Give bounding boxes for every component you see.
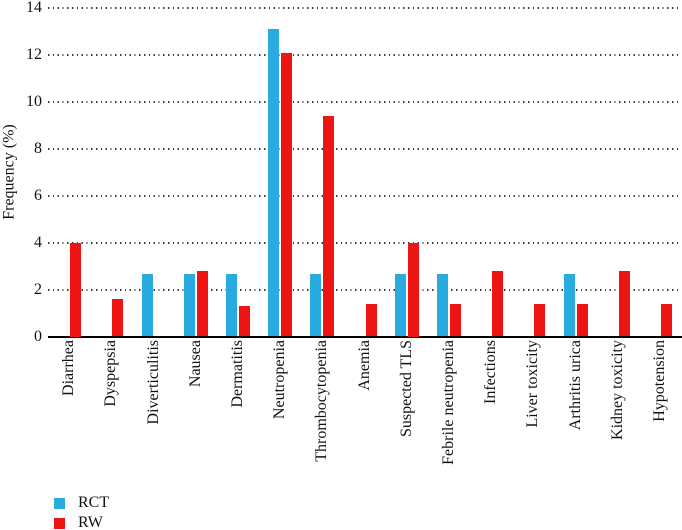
x-tick-label-anemia: Anemia [355,340,373,391]
bar-rw-neutropenia [281,52,293,337]
bar-rw-suspected-tls [407,243,419,337]
bar-rw-liver-toxicity [534,304,546,337]
bar-rw-infections [492,271,504,337]
legend-label-rct: RCT [78,494,110,511]
bar-rw-hypotension [660,304,672,337]
bar-rct-suspected-tls [394,273,406,337]
y-tick-label-14: 14 [26,0,42,16]
x-tick-label-diarrhea: Diarrhea [60,340,78,396]
gridline-y-4 [48,242,681,244]
legend-swatch-rw [54,517,65,529]
legend-swatch-rct [54,497,65,509]
x-tick-label-dermatitis: Dermatitis [228,340,246,408]
bar-rct-diverticulitis [141,273,153,337]
bar-rct-arthritis-urica [563,273,575,337]
legend: RCT RW [54,493,109,530]
legend-item-rct: RCT [54,493,109,513]
x-tick-label-neutropenia: Neutropenia [271,340,289,420]
bar-rct-febrile-neutropenia [436,273,448,337]
gridline-y-14 [48,7,681,9]
gridline-y-2 [48,289,681,291]
bar-rw-kidney-toxicity [618,271,630,337]
legend-item-rw: RW [54,513,109,530]
x-tick-label-infections: Infections [482,340,500,404]
bar-rw-thrombocytopenia [323,116,335,337]
x-tick-label-febrile-neutropenia: Febrile neutropenia [439,340,457,465]
y-tick-label-12: 12 [26,46,42,63]
bar-rw-arthritis-urica [576,304,588,337]
y-tick-label-10: 10 [26,93,42,110]
x-tick-label-hypotension: Hypotension [650,340,668,422]
x-tick-label-diverticulitis: Diverticulitis [144,340,162,425]
x-axis-line [48,336,682,338]
bar-rw-dermatitis [238,306,250,337]
y-tick-label-4: 4 [34,234,42,251]
y-tick-label-8: 8 [34,140,42,157]
legend-label-rw: RW [78,514,103,530]
bar-rct-dermatitis [225,273,237,337]
bar-rw-nausea [196,271,208,337]
x-tick-label-kidney-toxicity: Kidney toxicity [608,340,626,440]
y-tick-label-2: 2 [34,281,42,298]
gridline-y-10 [48,101,681,103]
bar-rct-thrombocytopenia [310,273,322,337]
y-tick-label-6: 6 [34,187,42,204]
bar-rw-febrile-neutropenia [449,304,461,337]
bar-rw-dyspepsia [112,299,124,337]
x-tick-label-liver-toxicity: Liver toxicity [524,340,542,428]
x-tick-label-dyspepsia: Dyspepsia [102,340,120,407]
bar-rw-anemia [365,304,377,337]
bar-rw-diarrhea [70,243,82,337]
bar-rct-neutropenia [268,29,280,337]
gridline-y-8 [48,148,681,150]
bar-rct-nausea [183,273,195,337]
x-tick-label-suspected-tls: Suspected TLS [397,340,415,438]
gridline-y-6 [48,195,681,197]
gridline-y-12 [48,54,681,56]
x-tick-label-arthritis-urica: Arthritis urica [566,340,584,431]
x-tick-label-thrombocytopenia: Thrombocytopenia [313,340,331,462]
x-tick-label-nausea: Nausea [186,340,204,388]
y-tick-label-0: 0 [34,328,42,345]
